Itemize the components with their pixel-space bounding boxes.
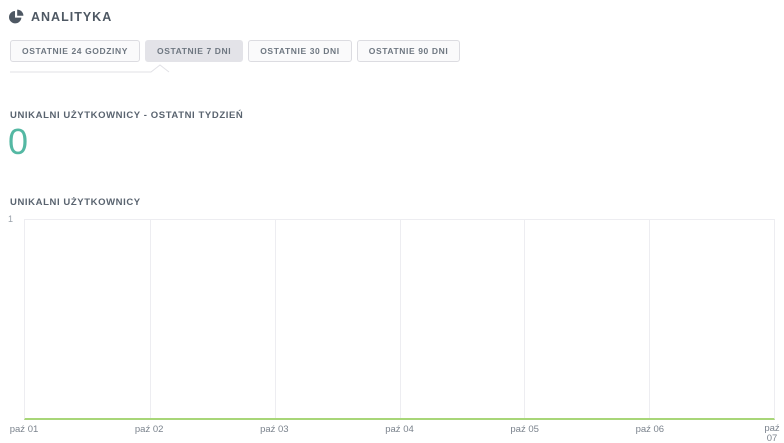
x-axis-label: paź 03 (260, 424, 289, 435)
y-axis-tick-label: 1 (8, 214, 14, 224)
tab-ostatnie-24-godziny[interactable]: OSTATNIE 24 GODZINY (10, 40, 141, 62)
x-axis-label: paź 06 (635, 424, 665, 435)
kpi-label: UNIKALNI UŻYTKOWNICY - OSTATNI TYDZIEŃ (10, 110, 244, 121)
x-axis-labels: paź 01 paź 02 paź 03 paź 04 paź 05 paź 06 paź … (10, 423, 780, 443)
vertical-gridline (399, 220, 401, 418)
pie-chart-icon (9, 9, 24, 23)
vertical-gridline (274, 220, 276, 418)
tab-ostatnie-30-dni[interactable]: OSTATNIE 30 DNI (248, 40, 352, 62)
tab-ostatnie-7-dni[interactable]: OSTATNIE 7 DNI (145, 40, 244, 62)
chart-title: UNIKALNI UŻYTKOWNICY (10, 197, 141, 208)
chart: 1 (8, 214, 775, 420)
x-axis-label: paź 07 (764, 423, 780, 443)
chart-plot-area (24, 219, 775, 420)
vertical-gridline (649, 220, 651, 418)
time-range-tabs: OSTATNIE 24 GODZINY OSTATNIE 7 DNI OSTAT… (10, 40, 784, 62)
tab-ostatnie-90-dni[interactable]: OSTATNIE 90 DNI (356, 40, 461, 62)
x-axis-label: paź 04 (385, 424, 414, 435)
vertical-gridline (149, 220, 151, 418)
x-axis-label: paź 02 (134, 424, 164, 435)
x-axis-label: paź 01 (9, 424, 39, 435)
vertical-gridline (524, 220, 526, 418)
x-axis-label: paź 05 (510, 424, 539, 435)
app-header: ANALITYKA (0, 0, 784, 26)
app-title: ANALITYKA (31, 9, 113, 24)
kpi-value: 0 (8, 121, 29, 162)
active-tab-indicator (10, 64, 170, 73)
